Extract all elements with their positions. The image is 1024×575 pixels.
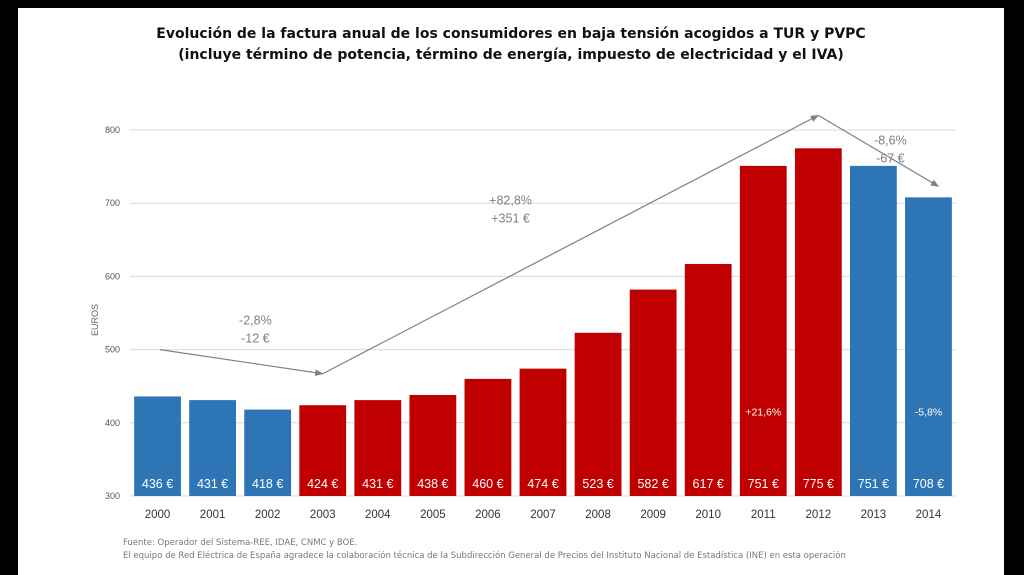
x-tick-label-2007: 2007 [530, 509, 556, 521]
value-label-2005: 438 € [417, 477, 448, 491]
y-tick-label-800: 800 [105, 125, 120, 135]
x-tick-label-2014: 2014 [916, 509, 942, 521]
value-label-2013: 751 € [858, 477, 889, 491]
x-tick-label-2009: 2009 [640, 509, 666, 521]
value-label-2003: 424 € [307, 477, 338, 491]
value-label-2001: 431 € [197, 477, 228, 491]
value-label-2009: 582 € [637, 477, 668, 491]
trend-percent-2000-2003: -2,8% [239, 314, 272, 328]
bar-2008 [574, 332, 622, 496]
bar-2010 [684, 263, 732, 496]
trend-amount-2003-2012: +351 € [491, 212, 530, 226]
bar-2012 [794, 148, 842, 497]
bar-2011 [739, 165, 787, 497]
bars [134, 148, 952, 497]
y-axis-label: EUROS [90, 304, 100, 336]
trend-arrows: -2,8% -12 € +82,8% +351 € -8,6% -67 € [159, 114, 940, 376]
bar-2006 [464, 378, 512, 496]
y-tick-label-600: 600 [105, 271, 120, 281]
bar-2013 [849, 165, 897, 497]
trend-arrow-2012-2014 [818, 114, 940, 187]
value-label-2011: 751 € [748, 477, 779, 491]
bar-2014 [905, 197, 952, 496]
bar-2007 [519, 368, 567, 496]
y-tick-label-500: 500 [105, 345, 120, 355]
value-label-2002: 418 € [252, 477, 283, 491]
x-tick-label-2000: 2000 [145, 509, 171, 521]
source-note: Fuente: Operador del Sistema-REE, IDAE, … [123, 538, 358, 548]
x-tick-label-2005: 2005 [420, 509, 446, 521]
x-tick-label-2002: 2002 [255, 509, 281, 521]
y-axis-ticks: 300 400 500 600 700 800 [105, 125, 120, 501]
y-tick-label-700: 700 [105, 198, 120, 208]
value-label-2007: 474 € [527, 477, 558, 491]
x-axis-ticks: 2000 2001 2002 2003 2004 2005 2006 2007 2008 2009… [145, 509, 942, 521]
x-tick-label-2012: 2012 [806, 509, 832, 521]
trend-arrow-2003-2012 [322, 114, 820, 375]
x-tick-label-2008: 2008 [585, 509, 611, 521]
x-tick-label-2013: 2013 [861, 509, 887, 521]
x-tick-label-2011: 2011 [751, 509, 776, 521]
x-tick-label-2003: 2003 [310, 509, 336, 521]
value-label-2008: 523 € [582, 477, 613, 491]
value-labels: 436 € 431 € 418 € 424 € 431 € 438 € 460 € 474 €… [142, 406, 944, 491]
bar-chart: 300 400 500 600 700 800 EUROS 436 € 431 € 418 €… [90, 114, 956, 521]
bar-2004 [354, 400, 402, 496]
trend-percent-2012-2014: -8,6% [874, 133, 907, 147]
value-label-2006: 460 € [472, 477, 503, 491]
bar-2009 [629, 289, 677, 496]
bar-annotation-2011: +21,6% [745, 406, 781, 418]
value-label-2012: 775 € [803, 477, 834, 491]
bar-2000 [134, 396, 181, 496]
acknowledgement-note: El equipo de Red Eléctrica de España agr… [123, 551, 846, 561]
trend-amount-2012-2014: -67 € [876, 151, 905, 165]
bar-2005 [409, 394, 457, 496]
chart-title: Evolución de la factura anual de los con… [156, 26, 866, 42]
x-tick-label-2001: 2001 [200, 509, 226, 521]
value-label-2010: 617 € [693, 477, 724, 491]
y-tick-label-400: 400 [105, 418, 120, 428]
chart-page: Evolución de la factura anual de los con… [18, 8, 1004, 575]
bar-2003 [299, 405, 347, 496]
value-label-2000: 436 € [142, 477, 173, 491]
trend-percent-2003-2012: +82,8% [489, 194, 532, 208]
x-tick-label-2010: 2010 [695, 509, 721, 521]
y-tick-label-300: 300 [105, 491, 120, 501]
trend-arrow-2000-2003 [159, 349, 324, 376]
x-tick-label-2004: 2004 [365, 509, 391, 521]
bar-annotation-2014: -5,8% [915, 406, 942, 418]
value-label-2014: 708 € [913, 477, 944, 491]
x-tick-label-2006: 2006 [475, 509, 501, 521]
trend-amount-2000-2003: -12 € [241, 332, 270, 346]
value-label-2004: 431 € [362, 477, 393, 491]
bar-2001 [189, 400, 237, 496]
chart-subtitle: (incluye término de potencia, término de… [178, 47, 844, 63]
bar-2002 [244, 409, 292, 496]
